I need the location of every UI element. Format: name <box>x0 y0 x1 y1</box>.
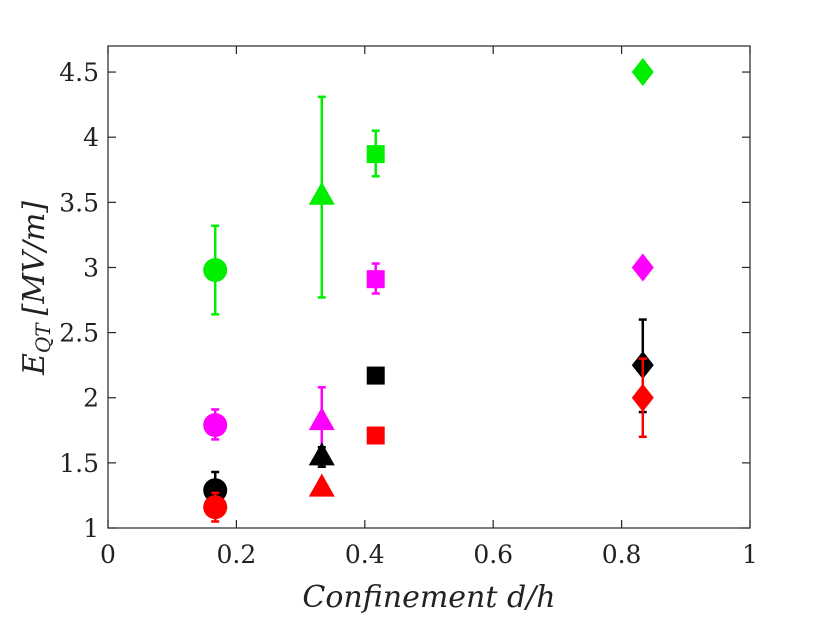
x-tick-label: 0.4 <box>345 540 385 569</box>
black-triangle-point <box>308 442 335 466</box>
y-tick-label: 2.5 <box>59 319 99 348</box>
y-tick-label: 3 <box>83 253 99 282</box>
red-diamond-point <box>631 383 654 412</box>
y-tick-label: 3.5 <box>59 188 99 217</box>
x-axis-title: Confinement d/h <box>302 580 555 615</box>
axes: 0 0.2 0.4 0.6 0.8 1 1 1.5 2 2.5 3 3.5 4 4.5 <box>59 46 758 569</box>
red-triangle-point <box>308 473 335 497</box>
red-circle-point <box>203 495 228 520</box>
y-axis-title-units: [MV/m] <box>17 201 52 316</box>
magenta-triangle-point <box>308 407 335 431</box>
black-circle-point <box>203 478 228 503</box>
x-tick-label: 0 <box>100 540 116 569</box>
magenta-diamond-point <box>631 253 654 282</box>
y-axis-title-sub: QT <box>31 322 55 353</box>
x-tick-label: 0.2 <box>217 540 257 569</box>
green-circle-point <box>203 258 228 283</box>
y-tick-label: 4 <box>83 123 99 152</box>
red-square-point <box>366 426 385 445</box>
x-tick-label: 0.8 <box>602 540 642 569</box>
black-square-point <box>366 366 385 385</box>
y-tick-label: 1.5 <box>59 449 99 478</box>
green-diamond-point <box>631 58 654 87</box>
plot-area <box>107 45 751 529</box>
y-axis-title: EQT [MV/m] <box>17 201 55 376</box>
data-marks <box>203 58 654 523</box>
y-tick-label: 2 <box>83 384 99 413</box>
green-triangle-point <box>308 181 335 205</box>
magenta-square-point <box>366 270 385 289</box>
x-tick-label: 0.6 <box>473 540 513 569</box>
y-tick-label: 1 <box>83 514 99 543</box>
green-square-point <box>366 145 385 164</box>
magenta-circle-point <box>203 413 228 438</box>
x-tick-label: 1 <box>742 540 758 569</box>
y-axis-title-main: E <box>17 353 52 376</box>
y-tick-label: 4.5 <box>59 58 99 87</box>
plot-frame <box>107 45 751 529</box>
